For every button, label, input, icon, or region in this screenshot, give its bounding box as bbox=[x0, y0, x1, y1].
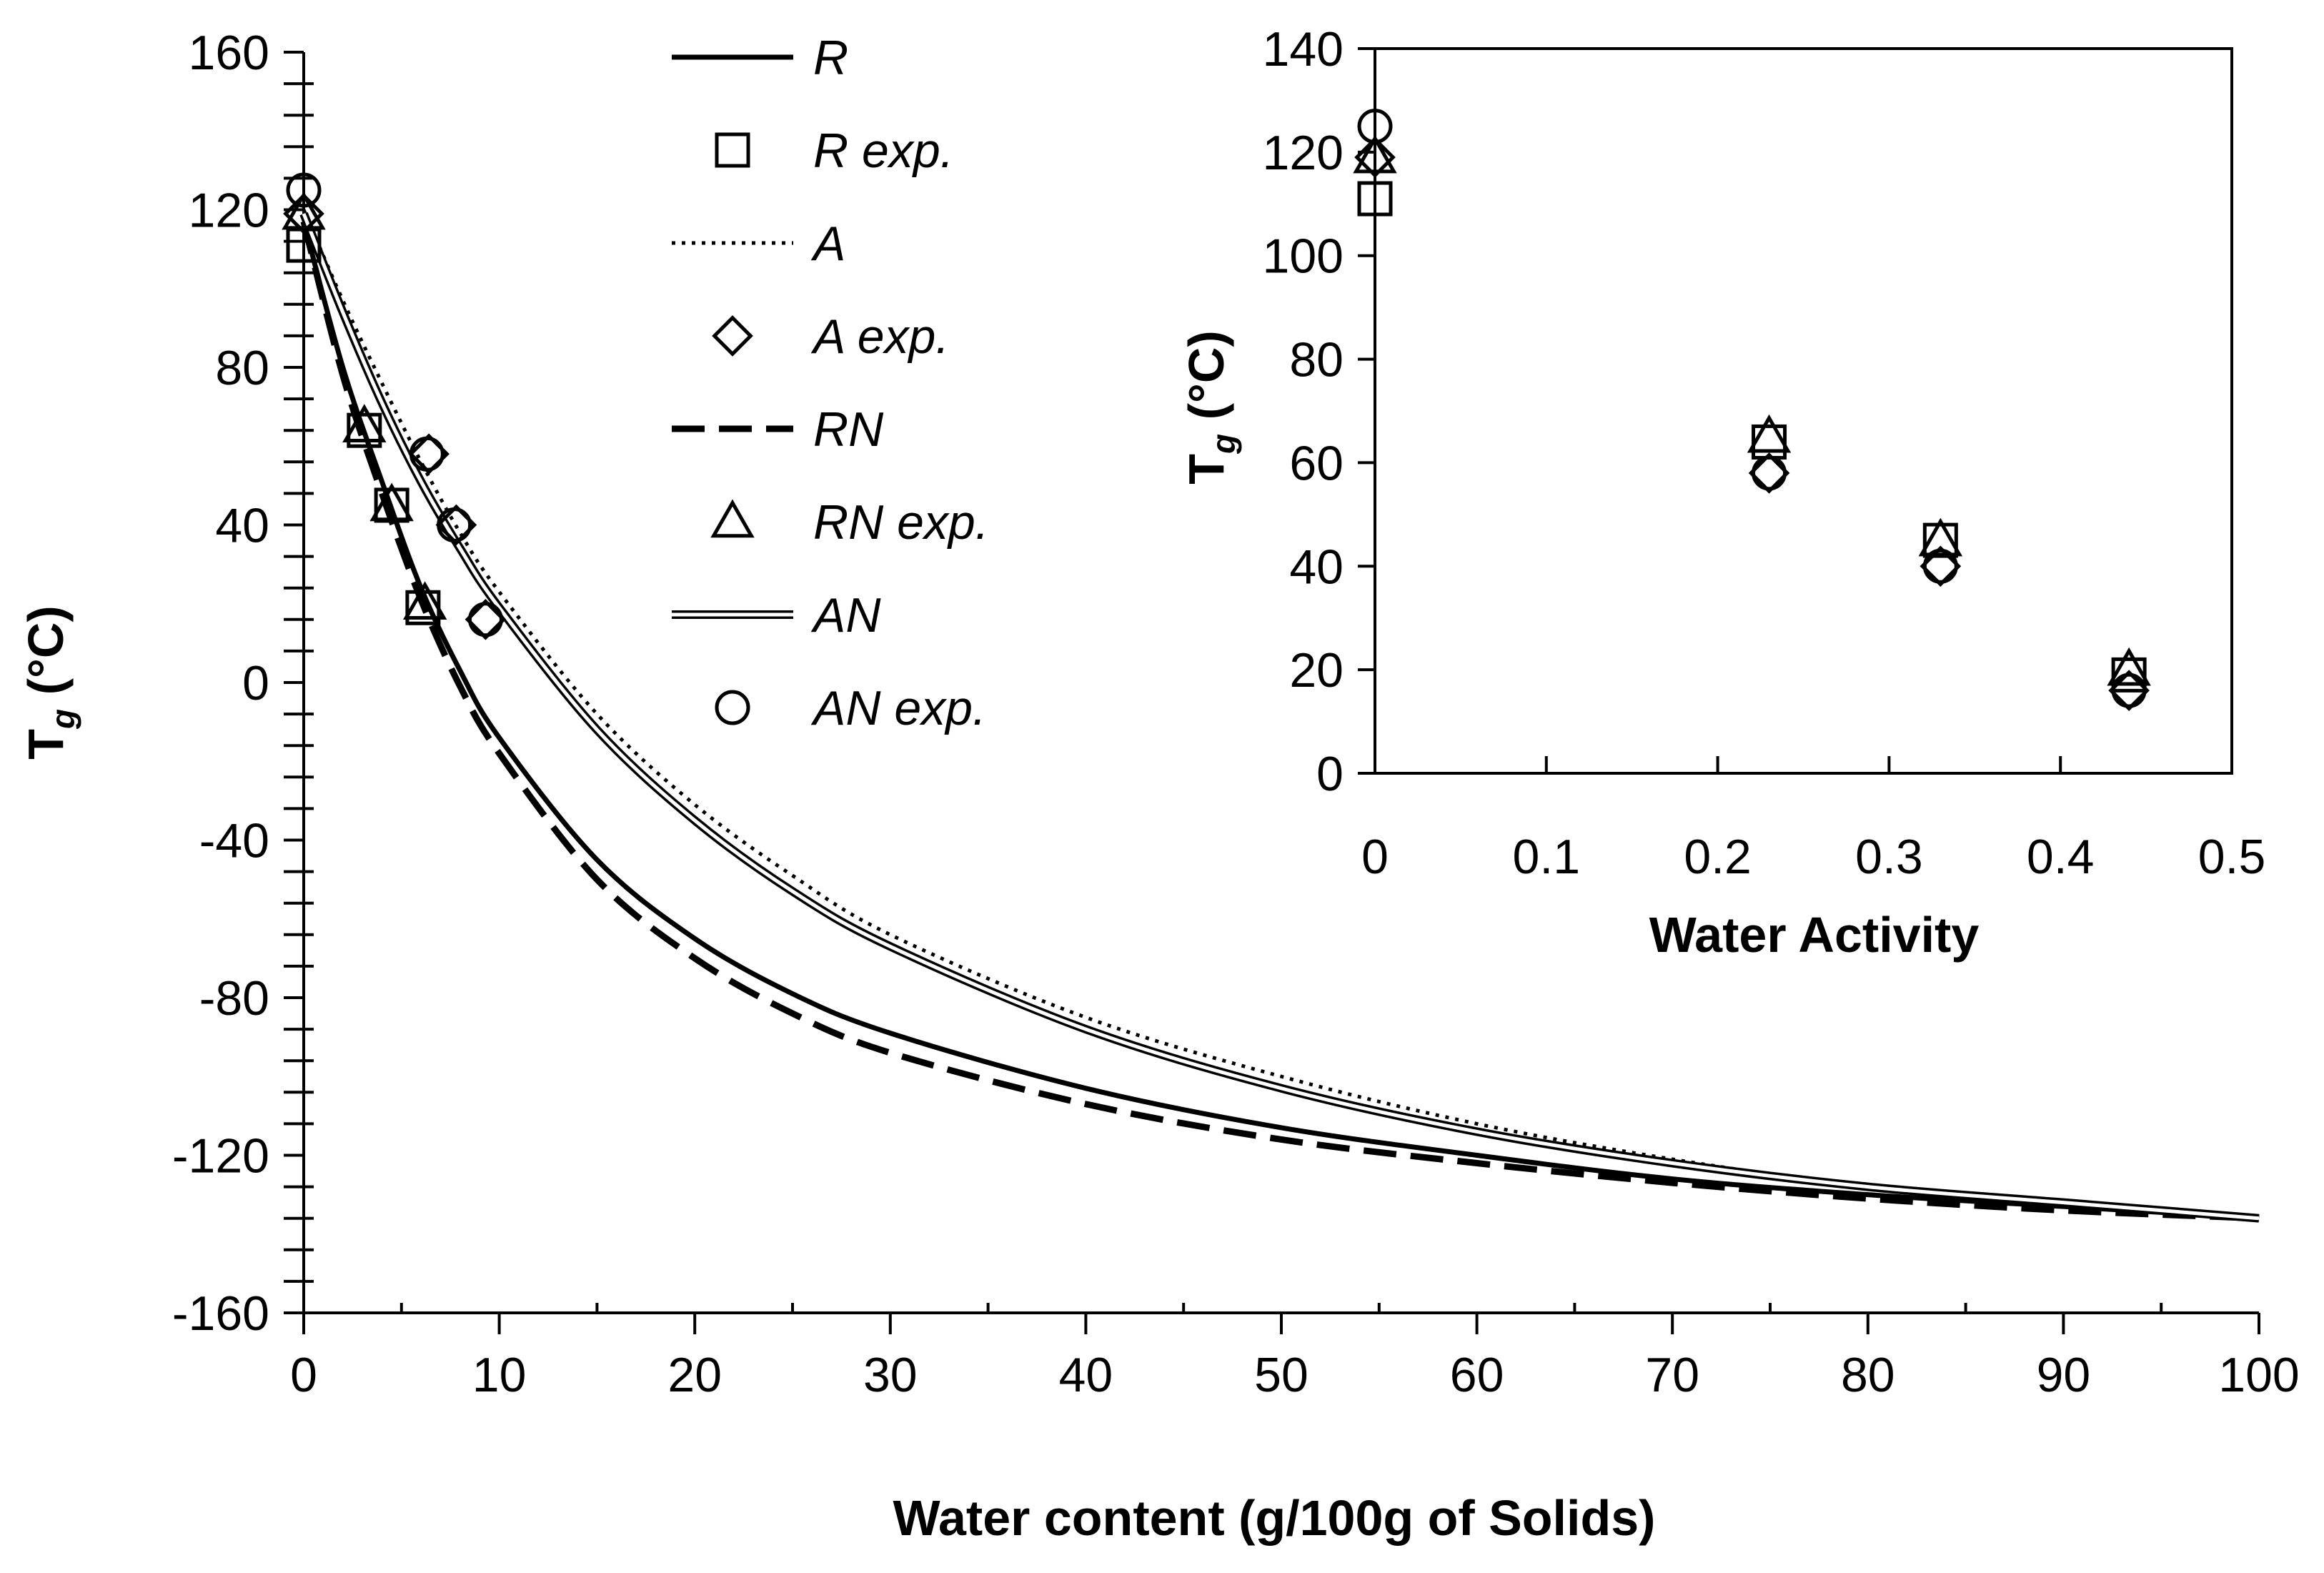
inset-x-tick-label: 0.3 bbox=[1855, 830, 1923, 884]
legend-marker-rn-exp bbox=[710, 499, 755, 538]
inset-y-axis-title-main: T bbox=[1178, 454, 1234, 485]
inset-x-tick-label: 0.5 bbox=[2198, 830, 2266, 884]
inset-marker-an-exp bbox=[1357, 109, 1393, 144]
series-line-r bbox=[301, 221, 2260, 1221]
marker-rn-exp bbox=[369, 482, 414, 522]
series-line-rn bbox=[300, 220, 2260, 1222]
legend-label-an: AN bbox=[810, 588, 881, 642]
y-tick-label: 40 bbox=[215, 499, 269, 553]
x-tick-label: 20 bbox=[667, 1348, 722, 1402]
inset-y-tick-label: 20 bbox=[1289, 643, 1344, 698]
inset-y-tick-label: 140 bbox=[1263, 22, 1344, 76]
main-chart: 160 120 80 40 0 -40 -80 -120 -160 0 10 20 30 40 50 60 70… bbox=[18, 26, 2300, 1546]
legend-label-r: R bbox=[813, 31, 848, 85]
x-tick-label: 10 bbox=[472, 1348, 527, 1402]
inset-x-axis-title: Water Activity bbox=[1649, 907, 1980, 963]
inset-marker-a-exp bbox=[1920, 545, 1962, 587]
marker-an-exp bbox=[467, 602, 503, 637]
series-line-an bbox=[299, 212, 2260, 1223]
legend-marker-r-exp bbox=[715, 132, 750, 168]
inset-marker-r-exp bbox=[1357, 181, 1393, 217]
y-tick-label: 120 bbox=[189, 184, 269, 238]
x-tick-label: 40 bbox=[1059, 1348, 1113, 1402]
inset-y-tick-label: 0 bbox=[1316, 747, 1344, 801]
x-tick-label: 80 bbox=[1841, 1348, 1895, 1402]
inset-y-tick-label: 40 bbox=[1289, 540, 1344, 594]
inset-marker-an-exp bbox=[1922, 548, 1958, 584]
marker-rn-exp bbox=[282, 191, 326, 230]
inset-y-tick-label: 120 bbox=[1263, 126, 1344, 180]
legend-label-rn-exp: RN exp. bbox=[813, 495, 989, 550]
y-tick-label: 160 bbox=[189, 26, 269, 80]
legend-label-a-exp: A exp. bbox=[810, 309, 949, 364]
inset-y-axis-title-unit: (°C) bbox=[1178, 330, 1234, 434]
inset-x-tick-label: 0.2 bbox=[1684, 830, 1752, 884]
inset-marker-rn-exp bbox=[1918, 517, 1963, 557]
y-axis-title-main: T bbox=[18, 729, 74, 760]
legend-marker-an-exp bbox=[715, 690, 750, 725]
marker-an-exp bbox=[409, 436, 445, 472]
marker-an-exp bbox=[286, 172, 322, 208]
inset-y-tick-label: 60 bbox=[1289, 436, 1344, 490]
series-line-an-inner bbox=[302, 213, 2260, 1221]
y-axis-title: Tg (°C) bbox=[18, 605, 81, 760]
legend-label-rn: RN bbox=[813, 402, 884, 457]
x-tick-label: 100 bbox=[2218, 1348, 2299, 1402]
y-tick-label: 80 bbox=[215, 341, 269, 395]
inset-marker-a-exp bbox=[1354, 137, 1396, 178]
y-tick-label: -80 bbox=[199, 971, 269, 1026]
y-tick-label: -40 bbox=[199, 814, 269, 868]
marker-a-exp bbox=[465, 598, 507, 640]
marker-a-exp bbox=[283, 193, 324, 234]
legend-label-r-exp: R exp. bbox=[813, 124, 954, 178]
inset-x-tick-label: 0 bbox=[1361, 830, 1389, 884]
inset-marker-rn-exp bbox=[1353, 134, 1397, 174]
legend-label-a: A bbox=[810, 217, 845, 271]
marker-r-exp bbox=[347, 412, 382, 448]
y-tick-label: 0 bbox=[242, 656, 269, 710]
marker-rn-exp bbox=[402, 581, 447, 620]
inset-plot-frame bbox=[1374, 47, 2233, 775]
x-axis-title: Water content (g/100g of Solids) bbox=[893, 1490, 1656, 1546]
series-line-a bbox=[302, 209, 2260, 1221]
y-axis-title-subscript: g bbox=[44, 709, 81, 730]
inset-y-tick-label: 80 bbox=[1289, 333, 1344, 387]
inset-marker-an-exp bbox=[2111, 673, 2147, 708]
x-tick-label: 0 bbox=[290, 1348, 317, 1402]
inset-marker-a-exp bbox=[1748, 452, 1790, 494]
y-tick-label: -160 bbox=[172, 1286, 269, 1341]
x-tick-label: 60 bbox=[1450, 1348, 1504, 1402]
inset-y-tick-label: 100 bbox=[1263, 229, 1344, 284]
legend-marker-a-exp bbox=[712, 315, 753, 357]
inset-chart: 0 20 40 60 80 100 120 140 0 0.1 0.2 0.3 0.4 0.5 Water … bbox=[1178, 22, 2265, 963]
inset-marker-an-exp bbox=[1752, 455, 1787, 491]
legend-label-an-exp: AN exp. bbox=[810, 681, 986, 735]
y-tick-label: -120 bbox=[172, 1129, 269, 1184]
x-tick-label: 70 bbox=[1645, 1348, 1699, 1402]
legend: R R exp. A A exp. RN RN exp. AN AN exp. bbox=[672, 31, 989, 735]
inset-marker-rn-exp bbox=[1747, 414, 1792, 453]
x-tick-label: 90 bbox=[2037, 1348, 2091, 1402]
marker-an-exp bbox=[437, 507, 472, 542]
inset-x-tick-label: 0.1 bbox=[1513, 830, 1581, 884]
y-axis-title-unit: (°C) bbox=[18, 605, 74, 709]
x-tick-label: 30 bbox=[863, 1348, 918, 1402]
inset-x-tick-label: 0.4 bbox=[2027, 830, 2095, 884]
marker-rn-exp bbox=[342, 404, 387, 442]
inset-marker-rn-exp bbox=[2107, 647, 2151, 686]
x-tick-label: 50 bbox=[1254, 1348, 1309, 1402]
inset-y-axis-title: Tg (°C) bbox=[1178, 330, 1242, 485]
inset-y-axis-title-subscript: g bbox=[1205, 434, 1242, 455]
